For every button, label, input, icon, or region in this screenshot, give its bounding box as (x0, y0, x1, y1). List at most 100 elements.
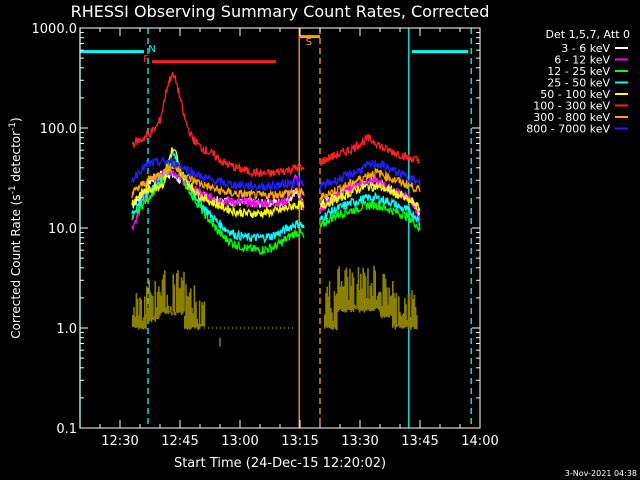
data-block (402, 313, 405, 329)
data-block (158, 286, 160, 316)
x-tick-label: 13:30 (341, 434, 378, 449)
data-block (185, 284, 187, 329)
data-block (155, 307, 158, 319)
data-block (401, 314, 404, 329)
legend-label: 12 - 25 keV (547, 65, 610, 78)
data-block (342, 286, 344, 312)
data-block (376, 295, 379, 309)
data-block (360, 273, 362, 311)
data-block (179, 287, 182, 313)
data-block (361, 288, 363, 312)
data-block (196, 318, 198, 329)
legend-label: 100 - 300 keV (533, 100, 610, 113)
data-block (392, 280, 394, 316)
data-block (411, 290, 413, 328)
data-block (378, 292, 380, 310)
data-block (161, 279, 164, 313)
data-block (387, 304, 389, 317)
data-block (177, 270, 179, 314)
data-block (194, 304, 196, 329)
data-block (180, 277, 183, 316)
data-block (382, 273, 384, 317)
x-tick-label: 13:15 (281, 434, 318, 449)
x-axis-label: Start Time (24-Dec-15 12:20:02) (174, 456, 386, 471)
data-block (386, 287, 388, 318)
data-block (405, 304, 407, 327)
legend-label: 6 - 12 keV (554, 54, 610, 67)
data-block (139, 297, 141, 328)
data-block (393, 292, 395, 326)
data-block (160, 295, 162, 314)
data-block (358, 290, 361, 313)
data-block (182, 280, 184, 314)
chart-title: RHESSI Observing Summary Count Rates, Co… (71, 2, 490, 21)
data-block (167, 305, 170, 315)
data-block (349, 268, 351, 311)
data-block (136, 298, 139, 328)
data-block (399, 311, 401, 329)
series-line (319, 159, 421, 191)
data-block (336, 306, 338, 331)
data-block (171, 312, 173, 316)
series-line (319, 198, 421, 233)
legend-label: 3 - 6 keV (561, 42, 610, 55)
x-tick-label: 13:45 (401, 434, 438, 449)
data-block (147, 308, 149, 322)
data-block (400, 316, 402, 328)
annotation-n: N (148, 44, 155, 55)
data-block (350, 285, 352, 313)
data-block (357, 267, 360, 311)
data-block (410, 317, 412, 331)
data-block (330, 308, 332, 329)
y-tick-label: 10.0 (48, 222, 77, 237)
data-block (172, 274, 174, 312)
data-block (152, 295, 154, 320)
series-line (131, 147, 305, 244)
legend-label: 50 - 100 keV (540, 88, 610, 101)
data-block (148, 280, 150, 322)
y-tick-label: 1.0 (56, 322, 77, 337)
data-block (162, 274, 165, 312)
series-line (131, 158, 305, 256)
data-block (198, 300, 201, 329)
data-block (383, 274, 386, 318)
y-tick-label: 100.0 (40, 122, 77, 137)
data-block (176, 273, 178, 313)
series-line (319, 191, 421, 227)
series-7000-15000-kev (132, 265, 418, 347)
data-block (369, 285, 372, 312)
data-block (133, 307, 135, 327)
data-block (375, 299, 378, 309)
data-block (372, 295, 374, 311)
data-block (346, 276, 349, 310)
data-block (344, 270, 346, 313)
legend-header: Det 1,5,7, Att 0 (546, 28, 630, 41)
legend-label: 25 - 50 keV (547, 77, 610, 90)
data-block (340, 281, 343, 312)
series-line (319, 181, 421, 212)
data-block (327, 296, 330, 328)
data-block (141, 320, 144, 329)
data-block (370, 282, 373, 312)
data-block (351, 272, 354, 311)
x-tick-label: 12:45 (161, 434, 198, 449)
x-tick-label: 13:00 (221, 434, 258, 449)
data-block (396, 324, 399, 327)
y-tick-label: 1000.0 (32, 22, 78, 37)
data-block (389, 296, 392, 315)
data-block (132, 315, 134, 328)
data-block (173, 284, 176, 315)
data-block (333, 291, 336, 328)
data-block (332, 320, 334, 330)
data-block (366, 298, 368, 311)
data-block (140, 299, 142, 329)
data-block (413, 294, 416, 329)
data-block (412, 298, 414, 327)
data-block (406, 320, 408, 327)
data-block (408, 293, 411, 329)
data-block (166, 294, 168, 313)
data-block (367, 268, 369, 309)
series-line (131, 71, 305, 178)
data-block (183, 271, 185, 312)
data-block (343, 286, 345, 312)
